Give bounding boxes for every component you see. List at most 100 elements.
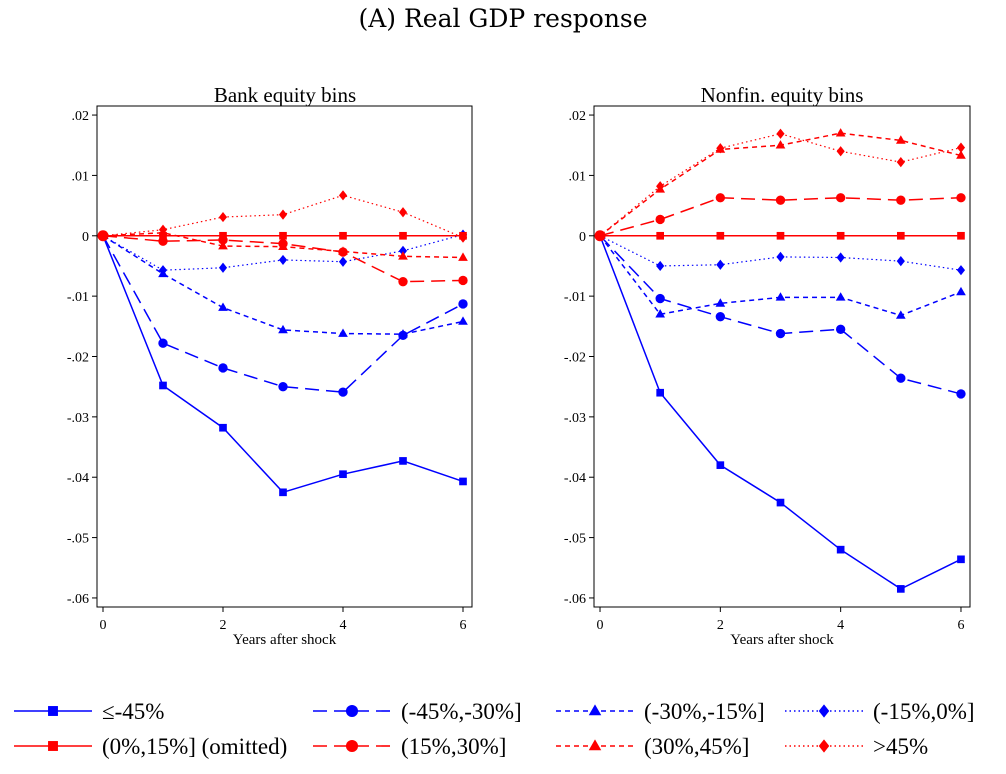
- panel-bank-equity: Bank equity bins .02 .01 0 -.01 -.02 -.03 -.04 -…: [67, 83, 473, 648]
- data-point: [458, 316, 468, 325]
- data-point: [655, 214, 665, 225]
- data-point: [278, 254, 288, 266]
- legend-marker: [345, 704, 359, 718]
- data-point: [836, 146, 845, 157]
- data-point: [218, 235, 228, 245]
- data-point: [776, 128, 785, 139]
- y-tick-label: -.06: [67, 592, 89, 607]
- data-point: [398, 329, 408, 338]
- series-7: [102, 190, 468, 243]
- data-point: [158, 224, 168, 235]
- legend-entry: (-45%,-30%]: [313, 699, 522, 724]
- y-tick-label: 0: [82, 230, 89, 245]
- data-point: [656, 260, 665, 272]
- data-point: [716, 259, 725, 270]
- series-4: [600, 231, 965, 240]
- data-point: [656, 231, 665, 240]
- y-tick-label: -.01: [67, 290, 89, 305]
- data-point: [278, 209, 288, 220]
- data-point: [895, 310, 906, 319]
- plot-area: [593, 105, 971, 608]
- data-point: [399, 457, 407, 465]
- y-tick-label: .02: [569, 109, 587, 124]
- data-point: [218, 211, 228, 223]
- y-tick-label: .01: [569, 169, 587, 184]
- data-point: [158, 265, 168, 276]
- data-point: [715, 311, 726, 322]
- series-line: [102, 235, 464, 335]
- legend-marker: [588, 704, 602, 716]
- series-6: [599, 128, 966, 237]
- data-point: [776, 498, 785, 507]
- data-point: [776, 251, 785, 263]
- data-point: [776, 231, 785, 240]
- data-point: [775, 328, 786, 339]
- data-point: [835, 193, 846, 203]
- data-point: [896, 157, 905, 168]
- x-tick-label: 2: [220, 618, 227, 633]
- legend-label: (30%,45%]: [644, 734, 749, 759]
- data-point: [956, 265, 966, 276]
- data-point: [775, 292, 786, 301]
- y-tick-label: -.06: [564, 592, 586, 607]
- series-2: [102, 235, 468, 338]
- series-line: [599, 133, 962, 237]
- data-point: [338, 190, 348, 201]
- data-point: [458, 232, 468, 243]
- data-point: [775, 140, 786, 149]
- data-point: [278, 382, 288, 392]
- data-point: [896, 585, 905, 593]
- y-tick-label: -.03: [67, 411, 89, 426]
- legend-entry: (30%,45%]: [556, 734, 749, 759]
- data-point: [655, 293, 665, 304]
- data-point: [219, 423, 227, 432]
- data-point: [458, 299, 468, 309]
- series-0: [599, 235, 965, 593]
- data-point: [459, 477, 467, 486]
- y-tick-label: -.04: [564, 471, 586, 486]
- data-point: [956, 193, 966, 203]
- data-point: [896, 256, 905, 267]
- data-point: [218, 240, 228, 250]
- legend-marker: [588, 739, 602, 751]
- y-tick-label: -.02: [564, 351, 586, 366]
- data-point: [956, 142, 966, 153]
- legend-label: ≤-45%: [102, 699, 164, 724]
- series-1: [599, 235, 966, 399]
- data-point: [398, 245, 408, 256]
- legend-marker: [48, 706, 58, 716]
- data-point: [218, 363, 228, 373]
- series-line: [599, 235, 962, 590]
- legend-entry: (15%,30%]: [313, 734, 506, 759]
- data-point: [835, 324, 846, 335]
- data-point: [458, 275, 468, 286]
- legend-entry: (0%,15%] (omitted): [14, 734, 287, 759]
- data-point: [159, 381, 167, 390]
- y-tick-label: -.03: [564, 411, 586, 426]
- x-tick-label: 6: [460, 618, 467, 633]
- x-axis-label: Years after shock: [730, 632, 834, 648]
- figure-title: (A) Real GDP response: [358, 4, 648, 33]
- legend-marker: [818, 704, 830, 718]
- data-point: [716, 143, 725, 154]
- panel-title: Nonfin. equity bins: [701, 83, 864, 107]
- x-tick-label: 6: [957, 618, 964, 633]
- legend-marker: [818, 739, 830, 753]
- data-point: [218, 262, 228, 273]
- data-point: [338, 328, 348, 337]
- series-line: [599, 132, 962, 237]
- data-point: [956, 150, 966, 159]
- x-axis-label: Years after shock: [233, 632, 337, 648]
- legend-entry: (-15%,0%]: [785, 699, 975, 724]
- origin-point: [594, 230, 606, 242]
- x-tick-label: 4: [340, 618, 347, 633]
- y-tick-label: -.05: [564, 532, 586, 547]
- y-tick-label: -.04: [67, 471, 89, 486]
- y-tick-label: -.01: [564, 290, 586, 305]
- data-point: [278, 324, 288, 334]
- data-point: [836, 545, 845, 554]
- series-6: [102, 227, 468, 261]
- data-point: [279, 488, 287, 497]
- x-tick-label: 2: [717, 618, 724, 633]
